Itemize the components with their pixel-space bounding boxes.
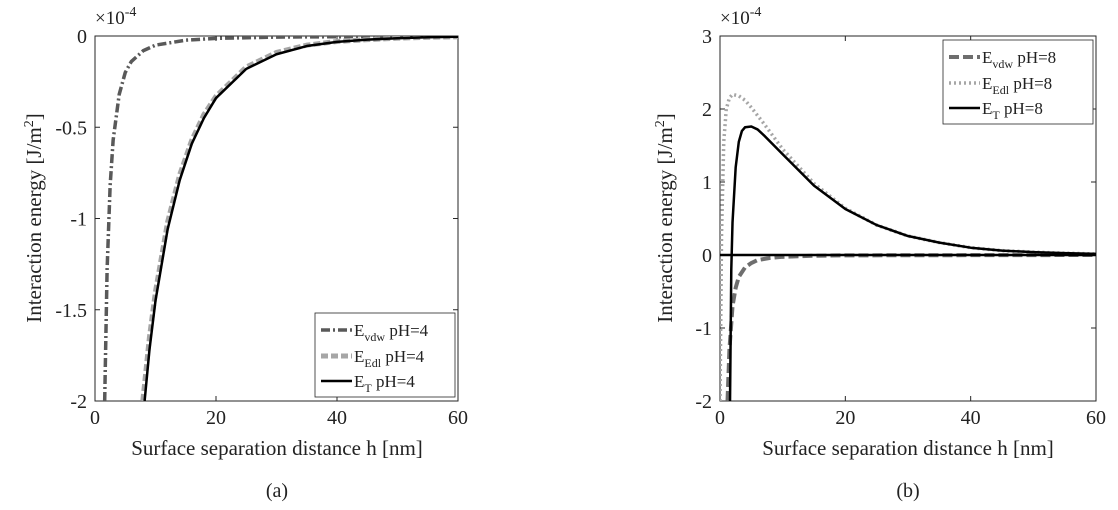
x-ticks-a: 0 20 40 60 (90, 36, 468, 429)
legend-entry-a-edl: EEdl pH=4 (321, 347, 425, 370)
series-line-edl (720, 92, 1096, 401)
series-line-total (728, 125, 1096, 401)
y-axis-label-a: Interaction energy [J/m2] (22, 113, 46, 323)
y-tick-label: -1 (695, 318, 712, 340)
y-tick-label: -1 (70, 209, 87, 231)
legend-box-b (942, 39, 1094, 125)
x-axis-label-b: Surface separation distance h [nm] (762, 436, 1054, 460)
legend-label-b-edl: EEdl pH=8 (982, 74, 1052, 97)
series-line-vdw (102, 36, 458, 401)
legend-label-a-vdw: Evdw pH=4 (354, 321, 429, 344)
chart-panel-b: 3 2 1 0 -1 -2 0 20 40 60 ×10-4 Interaction energ… (653, 5, 1106, 502)
legend-b: Evdw pH=8 EEdl pH=8 ET pH=8 (942, 39, 1094, 125)
x-tick-label: 60 (448, 407, 468, 429)
series-group-b (720, 92, 1096, 401)
y-tick-label: -2 (695, 391, 712, 413)
series-group-a (102, 36, 458, 401)
y-tick-label: 0 (702, 245, 712, 267)
x-tick-label: 0 (715, 407, 725, 429)
legend-entry-a-vdw: Evdw pH=4 (321, 321, 429, 344)
legend-box-a (314, 312, 456, 398)
panel-caption-a: (a) (266, 480, 288, 502)
x-tick-label: 20 (206, 407, 226, 429)
y-tick-label: 1 (702, 172, 712, 194)
y-tick-label: -0.5 (55, 117, 87, 139)
y-tick-label: 3 (702, 26, 712, 48)
scale-factor-b: ×10-4 (720, 5, 761, 29)
y-tick-label: -1.5 (55, 300, 87, 322)
y-ticks-a: 0 -0.5 -1 -1.5 -2 (55, 26, 458, 413)
x-tick-label: 0 (90, 407, 100, 429)
x-tick-label: 40 (327, 407, 347, 429)
scale-factor-a: ×10-4 (95, 5, 136, 29)
legend-entry-b-total: ET pH=8 (949, 99, 1043, 122)
legend-a: Evdw pH=4 EEdl pH=4 ET pH=4 (314, 312, 456, 398)
y-tick-label: -2 (70, 391, 87, 413)
y-tick-label: 2 (702, 99, 712, 121)
panel-caption-b: (b) (896, 480, 919, 502)
legend-label-a-total: ET pH=4 (354, 372, 415, 395)
legend-entry-b-edl: EEdl pH=8 (949, 74, 1052, 97)
legend-entry-b-vdw: Evdw pH=8 (949, 48, 1056, 71)
chart-panel-a: 0 -0.5 -1 -1.5 -2 0 20 40 60 ×10-4 Interaction … (22, 5, 468, 502)
legend-label-a-edl: EEdl pH=4 (354, 347, 425, 370)
x-tick-label: 60 (1086, 407, 1106, 429)
series-line-edl (140, 36, 458, 401)
x-tick-label: 20 (835, 407, 855, 429)
legend-label-b-total: ET pH=8 (982, 99, 1043, 122)
y-axis-label-b: Interaction energy [J/m2] (653, 113, 677, 323)
series-line-vdw (725, 253, 1096, 401)
x-axis-label-a: Surface separation distance h [nm] (131, 436, 423, 460)
legend-label-b-vdw: Evdw pH=8 (982, 48, 1056, 71)
series-line-total (143, 36, 458, 401)
y-tick-label: 0 (77, 26, 87, 48)
x-tick-label: 40 (961, 407, 981, 429)
y-ticks-b: 3 2 1 0 -1 -2 (695, 26, 1096, 413)
legend-entry-a-total: ET pH=4 (321, 372, 415, 395)
